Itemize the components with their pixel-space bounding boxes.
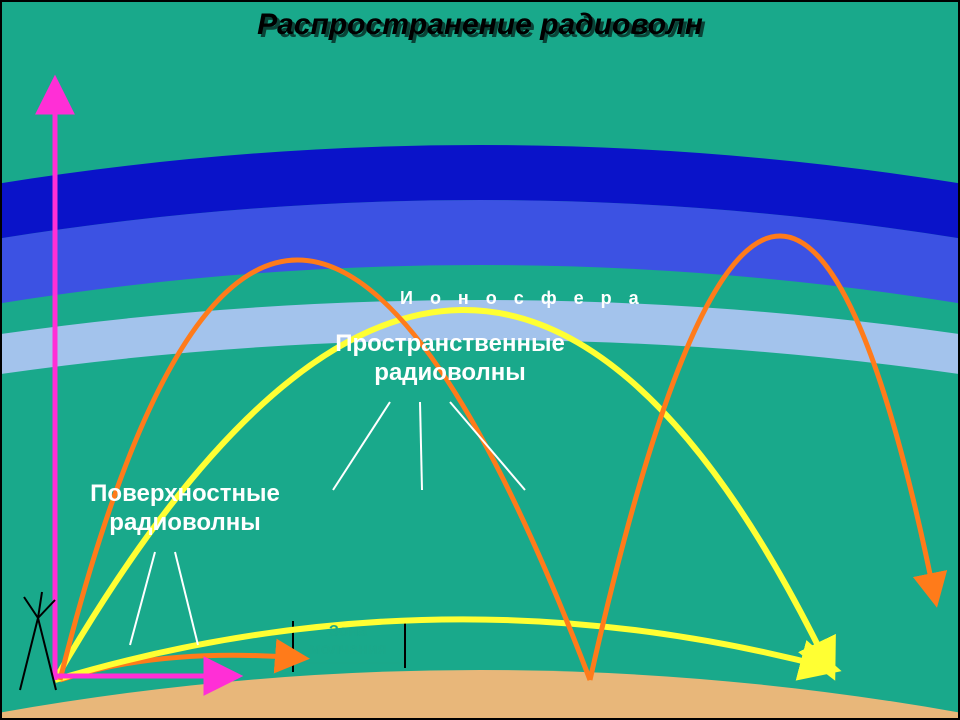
diagram-stage: Распространение радиоволн Распространени… bbox=[0, 0, 960, 720]
surface-waves-label-l2: радиоволны bbox=[109, 509, 260, 536]
spatial-waves-label-l2: радиоволны bbox=[374, 359, 525, 386]
page-title-text: Распространение радиоволн bbox=[257, 8, 703, 41]
surface-waves-label-l1: Поверхностные bbox=[90, 480, 280, 507]
silence-zone-label: Зона молчания bbox=[293, 623, 403, 661]
spatial-waves-label: Пространственные радиоволны bbox=[300, 330, 600, 388]
silence-zone-l2: молчания bbox=[309, 641, 387, 658]
ionosphere-label-text: И о н о с ф е р а bbox=[400, 288, 645, 308]
ionosphere-label: И о н о с ф е р а bbox=[400, 288, 645, 310]
silence-zone-l1: Зона bbox=[329, 623, 367, 640]
page-title: Распространение радиоволн bbox=[0, 8, 960, 42]
spatial-waves-label-l1: Пространственные bbox=[335, 330, 565, 357]
surface-waves-label: Поверхностные радиоволны bbox=[55, 480, 315, 538]
